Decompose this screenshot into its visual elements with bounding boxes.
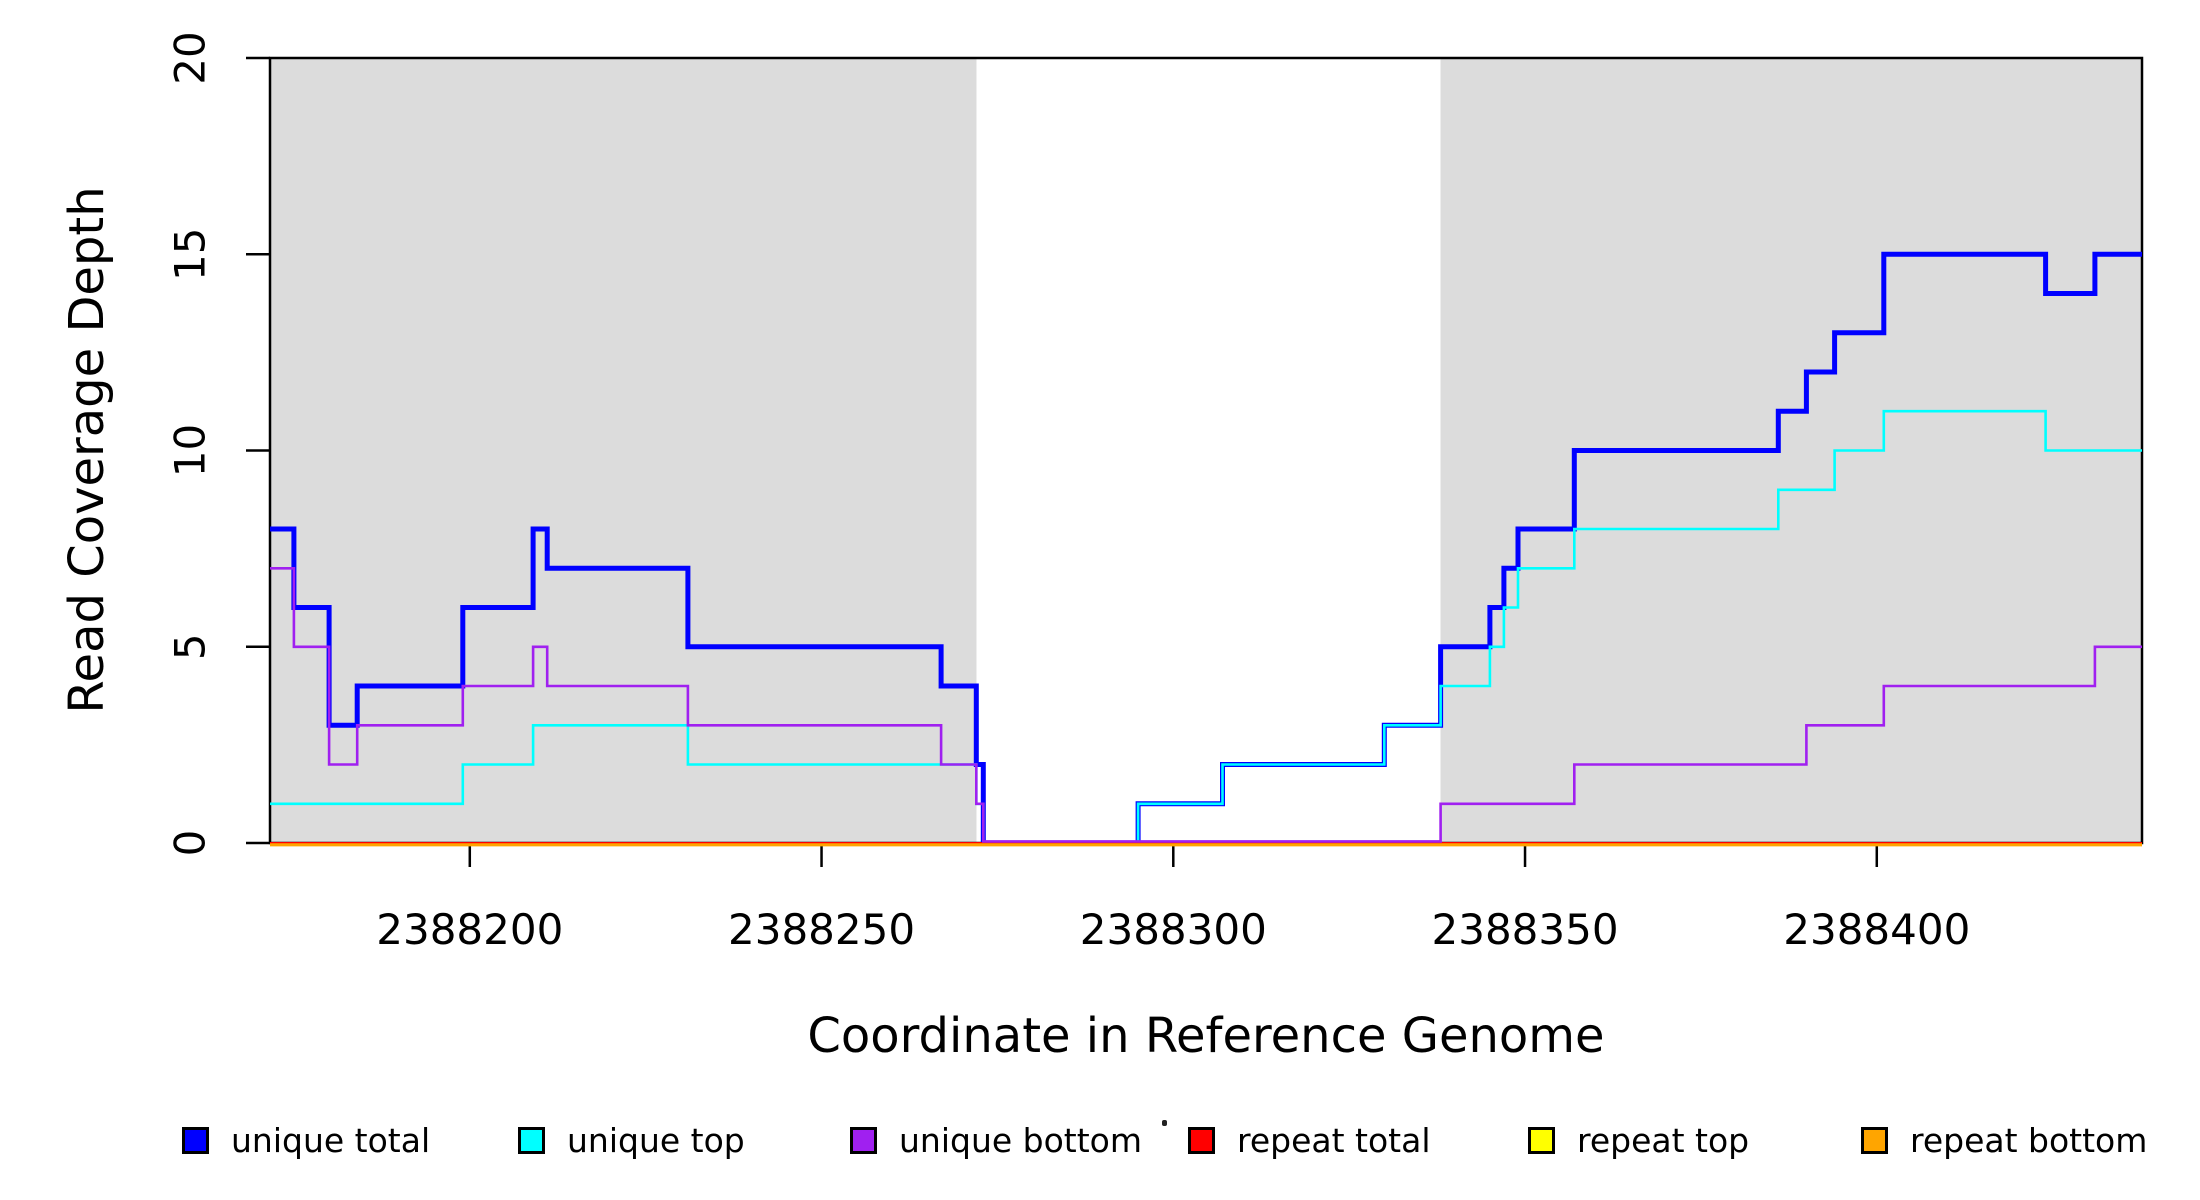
y-tick-label: 20 [166,31,215,84]
stray-dot-artifact [1162,1120,1167,1126]
x-axis-title: Coordinate in Reference Genome [807,1008,1605,1064]
series-line-unique-bottom [270,567,2142,843]
y-tick-label: 10 [166,424,215,477]
y-tick-label: 0 [166,830,215,857]
x-tick-label: 2388200 [376,905,563,954]
x-tick-label: 2388400 [1783,905,1970,954]
y-axis-title: Read Coverage Depth [59,186,115,714]
x-tick-label: 2388250 [728,905,915,954]
series-line-unique-top [270,409,2142,845]
x-tick-label: 2388350 [1432,905,1619,954]
shaded-region [1440,58,2142,843]
y-tick-label: 5 [166,633,215,660]
shaded-region [270,58,977,843]
x-tick-label: 2388300 [1080,905,1267,954]
y-tick-label: 15 [166,228,215,281]
